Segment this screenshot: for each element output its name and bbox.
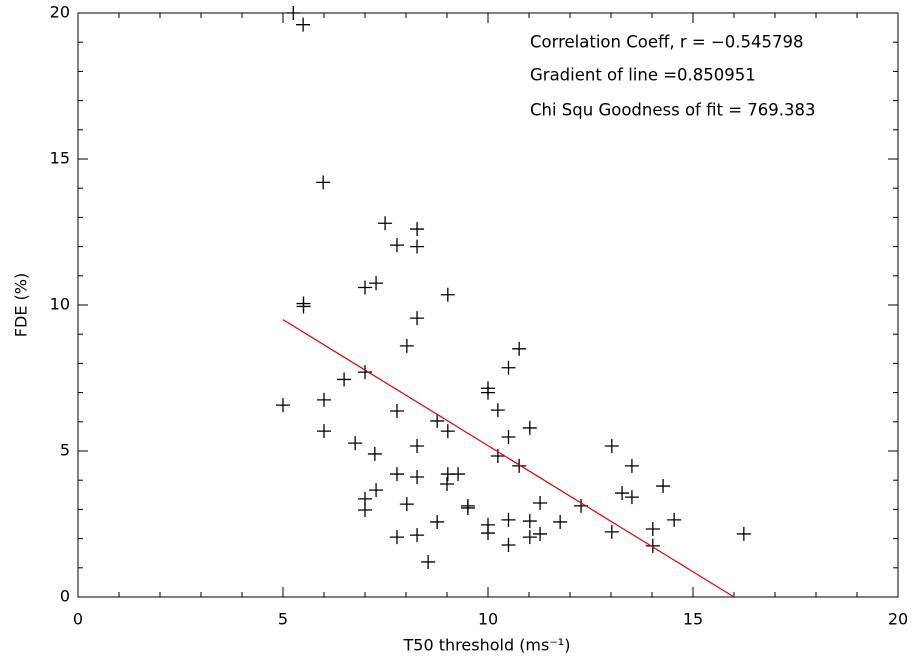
point — [481, 385, 495, 400]
x-axis-label: T50 threshold (ms⁻¹) — [403, 636, 571, 655]
x-tick-label: 0 — [73, 610, 83, 629]
point — [501, 538, 516, 553]
point — [399, 497, 414, 512]
point — [389, 238, 404, 253]
point — [645, 538, 660, 553]
y-tick-label: 15 — [50, 149, 70, 168]
point — [410, 469, 425, 484]
point — [317, 392, 331, 407]
point — [624, 458, 639, 473]
point — [522, 420, 537, 435]
point — [512, 341, 527, 356]
point — [522, 530, 537, 545]
point — [440, 424, 455, 439]
point — [410, 239, 425, 254]
point — [358, 365, 372, 380]
point — [440, 287, 455, 302]
x-tick-label: 5 — [278, 610, 288, 629]
point — [348, 436, 363, 451]
point — [533, 495, 548, 510]
point — [604, 439, 619, 454]
y-axis-label: FDE (%) — [12, 273, 31, 337]
point — [736, 526, 751, 541]
point — [369, 276, 384, 291]
point — [624, 490, 639, 505]
point — [410, 528, 425, 543]
point — [286, 6, 301, 20]
x-tick-label: 15 — [683, 610, 703, 629]
point — [389, 530, 404, 545]
point — [481, 526, 495, 541]
point — [276, 398, 290, 413]
point — [296, 17, 311, 32]
point — [430, 413, 445, 428]
point — [421, 554, 436, 569]
annotation: Correlation Coeff, r = −0.545798 — [530, 33, 804, 52]
annotation: Gradient of line =0.850951 — [530, 66, 756, 85]
point — [378, 216, 393, 231]
fit-line — [282, 319, 735, 598]
point — [369, 483, 384, 498]
point — [656, 479, 671, 494]
point — [389, 403, 404, 418]
point — [337, 372, 352, 387]
point — [615, 486, 630, 501]
point — [522, 514, 537, 529]
point — [604, 524, 619, 539]
point — [501, 429, 516, 444]
point — [667, 512, 682, 527]
point — [501, 360, 516, 375]
point — [645, 521, 660, 536]
y-tick-label: 5 — [60, 441, 70, 460]
point — [358, 280, 372, 295]
annotation: Chi Squ Goodness of fit = 769.383 — [530, 101, 816, 120]
y-tick-label: 20 — [50, 3, 70, 22]
point — [451, 467, 466, 482]
point — [316, 175, 331, 190]
x-tick-label: 10 — [478, 610, 498, 629]
point — [410, 439, 425, 454]
point — [389, 467, 404, 482]
point — [399, 338, 414, 353]
point — [460, 500, 475, 515]
x-tick-label: 20 — [888, 610, 908, 629]
point — [533, 526, 548, 541]
point — [430, 514, 445, 529]
point — [358, 502, 372, 517]
point — [490, 403, 505, 418]
point — [501, 512, 516, 527]
point — [367, 446, 382, 461]
point — [317, 424, 331, 439]
y-tick-label: 0 — [60, 587, 70, 606]
point — [553, 514, 568, 529]
point — [296, 299, 311, 314]
point — [410, 311, 425, 326]
point — [410, 222, 425, 237]
y-tick-label: 10 — [50, 295, 70, 314]
point — [440, 476, 454, 491]
point — [512, 458, 527, 473]
